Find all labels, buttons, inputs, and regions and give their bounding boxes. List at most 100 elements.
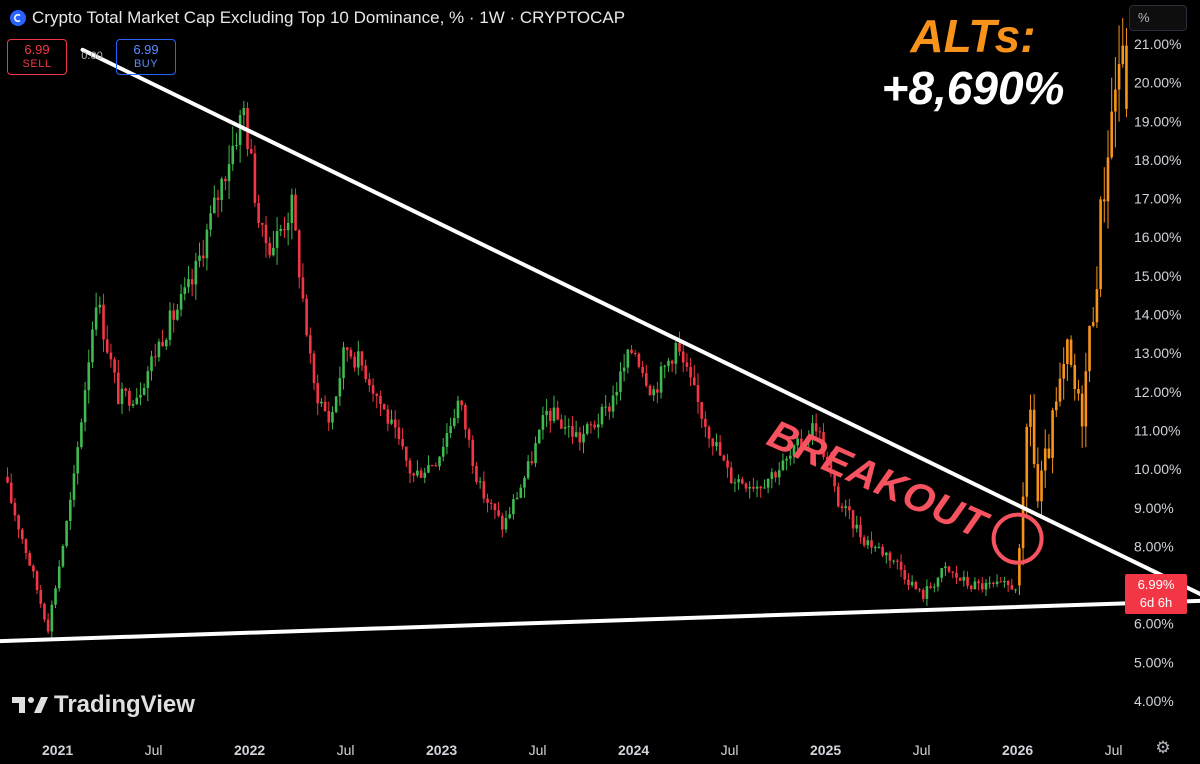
candle-body — [419, 470, 423, 478]
x-tick-label: 2026 — [1002, 742, 1033, 758]
candle-body — [899, 561, 903, 571]
candle-body — [859, 524, 862, 538]
candle-body — [264, 224, 268, 244]
candle-body — [165, 339, 168, 347]
candle-body — [478, 481, 482, 483]
candle-body — [401, 439, 404, 447]
candle-body — [523, 477, 526, 488]
candle-body — [146, 371, 150, 389]
candle-body — [190, 279, 194, 285]
y-tick-label: 17.00% — [1134, 191, 1181, 207]
candle-body — [515, 497, 519, 500]
y-tick-label: 14.00% — [1134, 307, 1181, 323]
projection-candle-body — [1029, 409, 1032, 427]
candle-body — [626, 349, 630, 368]
projection-candle-body — [1054, 401, 1058, 411]
y-tick-label: 11.00% — [1134, 422, 1180, 438]
candle-body — [471, 439, 475, 466]
trendlines — [0, 47, 1200, 644]
candle-body — [438, 456, 441, 467]
candle-body — [345, 347, 349, 350]
candle-body — [24, 539, 28, 554]
candle-body — [903, 570, 907, 580]
candle-body — [748, 486, 751, 489]
candle-body — [268, 243, 271, 256]
candle-body — [475, 465, 478, 482]
x-tick-label: 2021 — [42, 742, 73, 758]
candle-body — [585, 424, 589, 434]
candle-body — [286, 222, 290, 231]
buy-label: BUY — [133, 58, 159, 70]
candle-body — [213, 197, 216, 214]
candle-body — [537, 429, 541, 444]
candle-body — [781, 460, 785, 471]
candle-body — [209, 213, 212, 230]
candle-body — [652, 389, 655, 396]
tradingview-logo[interactable]: TradingView — [12, 691, 195, 719]
projection-candle-body — [1102, 199, 1106, 202]
candle-body — [670, 360, 674, 364]
y-tick-label: 21.00% — [1134, 36, 1181, 52]
x-tick-label: Jul — [145, 742, 163, 758]
candle-body — [405, 446, 408, 461]
candle-body — [76, 447, 79, 474]
trendline-support — [0, 598, 1200, 644]
candle-body — [833, 473, 836, 487]
candle-body — [21, 529, 24, 540]
candle-body — [944, 566, 947, 569]
candle-body — [785, 458, 788, 461]
candle-body — [918, 589, 921, 591]
candle-body — [770, 472, 774, 479]
candle-body — [962, 576, 966, 581]
candle-body — [733, 482, 737, 484]
breakout-circle — [991, 512, 1044, 565]
candle-body — [390, 419, 393, 424]
sell-button[interactable]: 6.99 SELL — [7, 39, 67, 75]
candle-body — [921, 590, 925, 599]
projection-candle-body — [1066, 339, 1069, 364]
candle-body — [563, 427, 567, 429]
candle-body — [637, 353, 641, 367]
y-tick-label: 16.00% — [1134, 229, 1181, 245]
candle-body — [13, 502, 17, 516]
candle-body — [297, 230, 301, 278]
candle-body — [582, 433, 585, 443]
candle-body — [851, 510, 855, 529]
candle-body — [929, 586, 932, 588]
candle-body — [238, 115, 242, 145]
candle-body — [102, 304, 105, 340]
candle-body — [877, 546, 881, 548]
candle-body — [464, 405, 467, 430]
candle-body — [150, 356, 153, 372]
candle-body — [800, 438, 803, 447]
candle-body — [231, 145, 235, 165]
candle-body — [589, 424, 593, 426]
candle-body — [497, 510, 500, 516]
projection-candle-body — [1047, 448, 1051, 458]
projection-candle-body — [1036, 464, 1040, 502]
candle-body — [696, 385, 700, 402]
buy-price: 6.99 — [133, 42, 159, 57]
candle-body — [301, 277, 305, 299]
candle-body — [153, 356, 157, 358]
candle-body — [958, 577, 962, 581]
candle-body — [46, 619, 50, 632]
candle-body — [870, 540, 873, 548]
projection-candle-body — [1025, 426, 1029, 497]
percent-scale-button[interactable]: % — [1129, 5, 1187, 31]
candle-body — [94, 307, 98, 330]
settings-gear-icon[interactable]: ⚙ — [1155, 738, 1171, 757]
tradingview-logo-icon — [12, 697, 48, 713]
candle-body — [43, 603, 46, 620]
buy-button[interactable]: 6.99 BUY — [116, 39, 176, 75]
x-tick-label: 2023 — [426, 742, 457, 758]
time-axis[interactable]: 2021 Jul 2022 Jul 2023 Jul 2024 Jul 2025 Jul 2026 J… — [42, 742, 1123, 758]
candle-body — [449, 426, 452, 434]
candle-body — [969, 585, 973, 590]
trendline-resistance — [80, 47, 1200, 597]
candle-body — [334, 396, 338, 413]
candle-body — [198, 255, 201, 261]
candle-body — [261, 222, 264, 225]
candle-body — [873, 547, 877, 549]
